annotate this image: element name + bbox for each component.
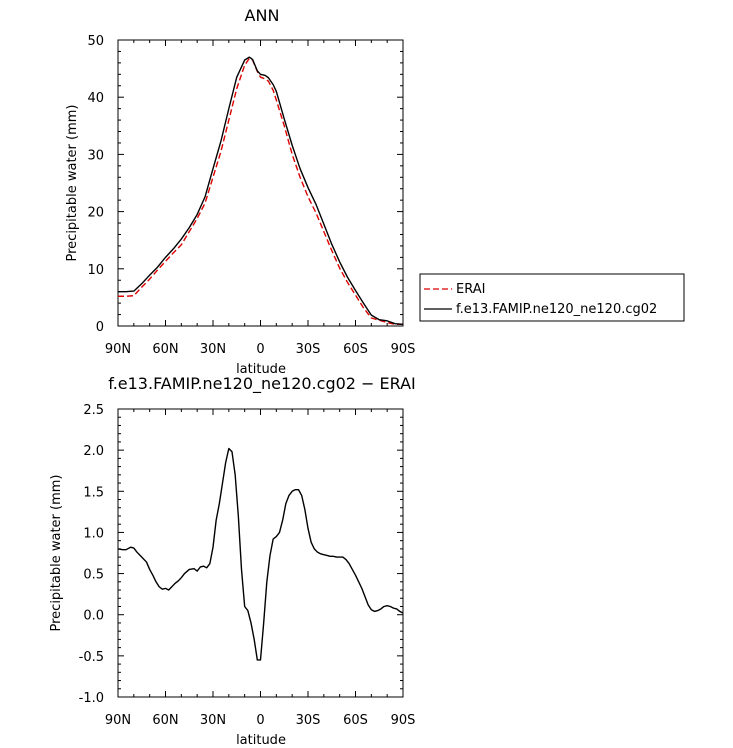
bottom-y-tick-label: 0.0 [83, 609, 104, 624]
top-x-tick-label: 0 [256, 342, 264, 357]
top-y-tick-label: 10 [87, 263, 104, 278]
top-legend: ERAI f.e13.FAMIP.ne120_ne120.cg02 [419, 273, 685, 322]
top-y-tick-label: 50 [87, 34, 104, 49]
top-x-tick-label: 60N [152, 342, 178, 357]
top-x-tick-label: 30S [296, 342, 321, 357]
top-y-tick-label: 40 [87, 91, 104, 106]
top-chart-title: ANN [245, 6, 280, 25]
bottom-tick-group: 90N 60N 30N 0 30S 60S 90S -1.0 -0.5 0.0 0.5 1.0 1.5 2… [79, 403, 416, 728]
top-series-group [118, 56, 404, 325]
bottom-x-tick-label: 90S [391, 713, 416, 728]
top-series-line-0 [118, 57, 403, 325]
bottom-x-axis-title: latitude [236, 733, 286, 748]
bottom-y-tick-label: 2.5 [83, 403, 104, 418]
bottom-x-tick-label: 60N [152, 713, 178, 728]
bottom-y-tick-label: 1.5 [83, 485, 104, 500]
top-tick-group: 90N 60N 30N 0 30S 60S 90S 0 10 20 30 40 50 [87, 34, 415, 357]
top-x-tick-label: 30N [200, 342, 226, 357]
top-x-tick-label: 90S [391, 342, 416, 357]
top-y-axis-title: Precipitable water (mm) [65, 105, 80, 262]
bottom-y-tick-label: 0.5 [83, 568, 104, 583]
top-series-line-1 [118, 56, 404, 325]
bottom-series-line-0 [117, 447, 404, 661]
bottom-y-tick-label: 1.0 [83, 526, 104, 541]
top-chart: ANN 90N 60N 30N 0 30S 60S 90S 0 10 20 30 40 50 latit… [65, 6, 685, 377]
legend-box [419, 273, 685, 322]
bottom-chart-title: f.e13.FAMIP.ne120_ne120.cg02 − ERAI [108, 374, 416, 394]
top-y-tick-label: 20 [87, 206, 104, 221]
top-x-axis-title: latitude [236, 362, 286, 377]
top-x-tick-label: 90N [105, 342, 131, 357]
top-y-tick-label: 30 [87, 148, 104, 163]
legend-label-erai: ERAI [456, 282, 485, 297]
legend-label-model: f.e13.FAMIP.ne120_ne120.cg02 [456, 302, 657, 317]
bottom-y-axis-title: Precipitable water (mm) [49, 475, 64, 632]
top-x-tick-label: 60S [343, 342, 368, 357]
bottom-y-tick-label: 2.0 [83, 444, 104, 459]
bottom-x-tick-label: 0 [256, 713, 264, 728]
top-y-tick-label: 0 [96, 320, 104, 335]
bottom-x-tick-label: 30S [296, 713, 321, 728]
bottom-y-tick-label: -1.0 [79, 691, 104, 706]
bottom-chart: f.e13.FAMIP.ne120_ne120.cg02 − ERAI 90N 6… [49, 374, 416, 748]
bottom-y-tick-label: -0.5 [79, 650, 104, 665]
bottom-series-group [117, 447, 404, 661]
top-plot-frame [117, 39, 404, 327]
bottom-x-tick-label: 90N [105, 713, 131, 728]
bottom-x-tick-label: 60S [343, 713, 368, 728]
bottom-x-tick-label: 30N [200, 713, 226, 728]
